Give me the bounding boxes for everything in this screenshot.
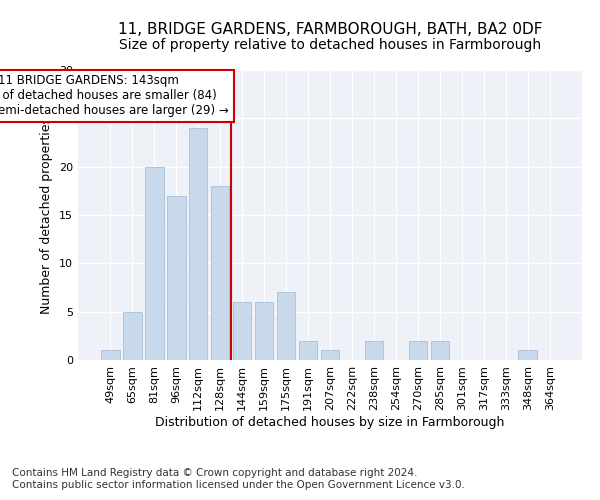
Bar bbox=[211, 186, 229, 360]
Text: Size of property relative to detached houses in Farmborough: Size of property relative to detached ho… bbox=[119, 38, 541, 52]
Text: Contains HM Land Registry data © Crown copyright and database right 2024.: Contains HM Land Registry data © Crown c… bbox=[12, 468, 418, 477]
Bar bbox=[299, 340, 317, 360]
Bar bbox=[233, 302, 251, 360]
Bar bbox=[277, 292, 295, 360]
Bar bbox=[123, 312, 142, 360]
Bar bbox=[145, 166, 164, 360]
Bar bbox=[518, 350, 537, 360]
Text: Contains public sector information licensed under the Open Government Licence v3: Contains public sector information licen… bbox=[12, 480, 465, 490]
Bar bbox=[101, 350, 119, 360]
Text: 11, BRIDGE GARDENS, FARMBOROUGH, BATH, BA2 0DF: 11, BRIDGE GARDENS, FARMBOROUGH, BATH, B… bbox=[118, 22, 542, 38]
Bar bbox=[320, 350, 340, 360]
Bar bbox=[409, 340, 427, 360]
Bar bbox=[167, 196, 185, 360]
Y-axis label: Number of detached properties: Number of detached properties bbox=[40, 116, 53, 314]
Text: 11 BRIDGE GARDENS: 143sqm
← 74% of detached houses are smaller (84)
26% of semi-: 11 BRIDGE GARDENS: 143sqm ← 74% of detac… bbox=[0, 74, 229, 118]
X-axis label: Distribution of detached houses by size in Farmborough: Distribution of detached houses by size … bbox=[155, 416, 505, 428]
Bar bbox=[365, 340, 383, 360]
Bar bbox=[431, 340, 449, 360]
Bar bbox=[255, 302, 274, 360]
Bar bbox=[189, 128, 208, 360]
